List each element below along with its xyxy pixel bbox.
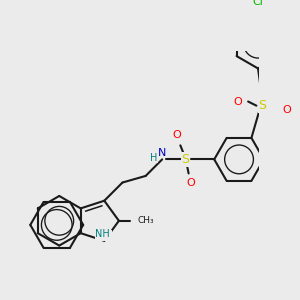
Text: S: S — [181, 153, 189, 166]
Text: S: S — [258, 99, 266, 112]
Text: O: O — [233, 97, 242, 106]
Text: N: N — [158, 148, 166, 158]
Text: H: H — [150, 153, 158, 163]
Text: NH: NH — [95, 229, 110, 239]
Text: CH₃: CH₃ — [137, 216, 154, 225]
Text: O: O — [187, 178, 196, 188]
Text: Cl: Cl — [253, 0, 263, 7]
Text: NH: NH — [97, 231, 112, 241]
Text: O: O — [173, 130, 182, 140]
Text: O: O — [283, 105, 291, 115]
